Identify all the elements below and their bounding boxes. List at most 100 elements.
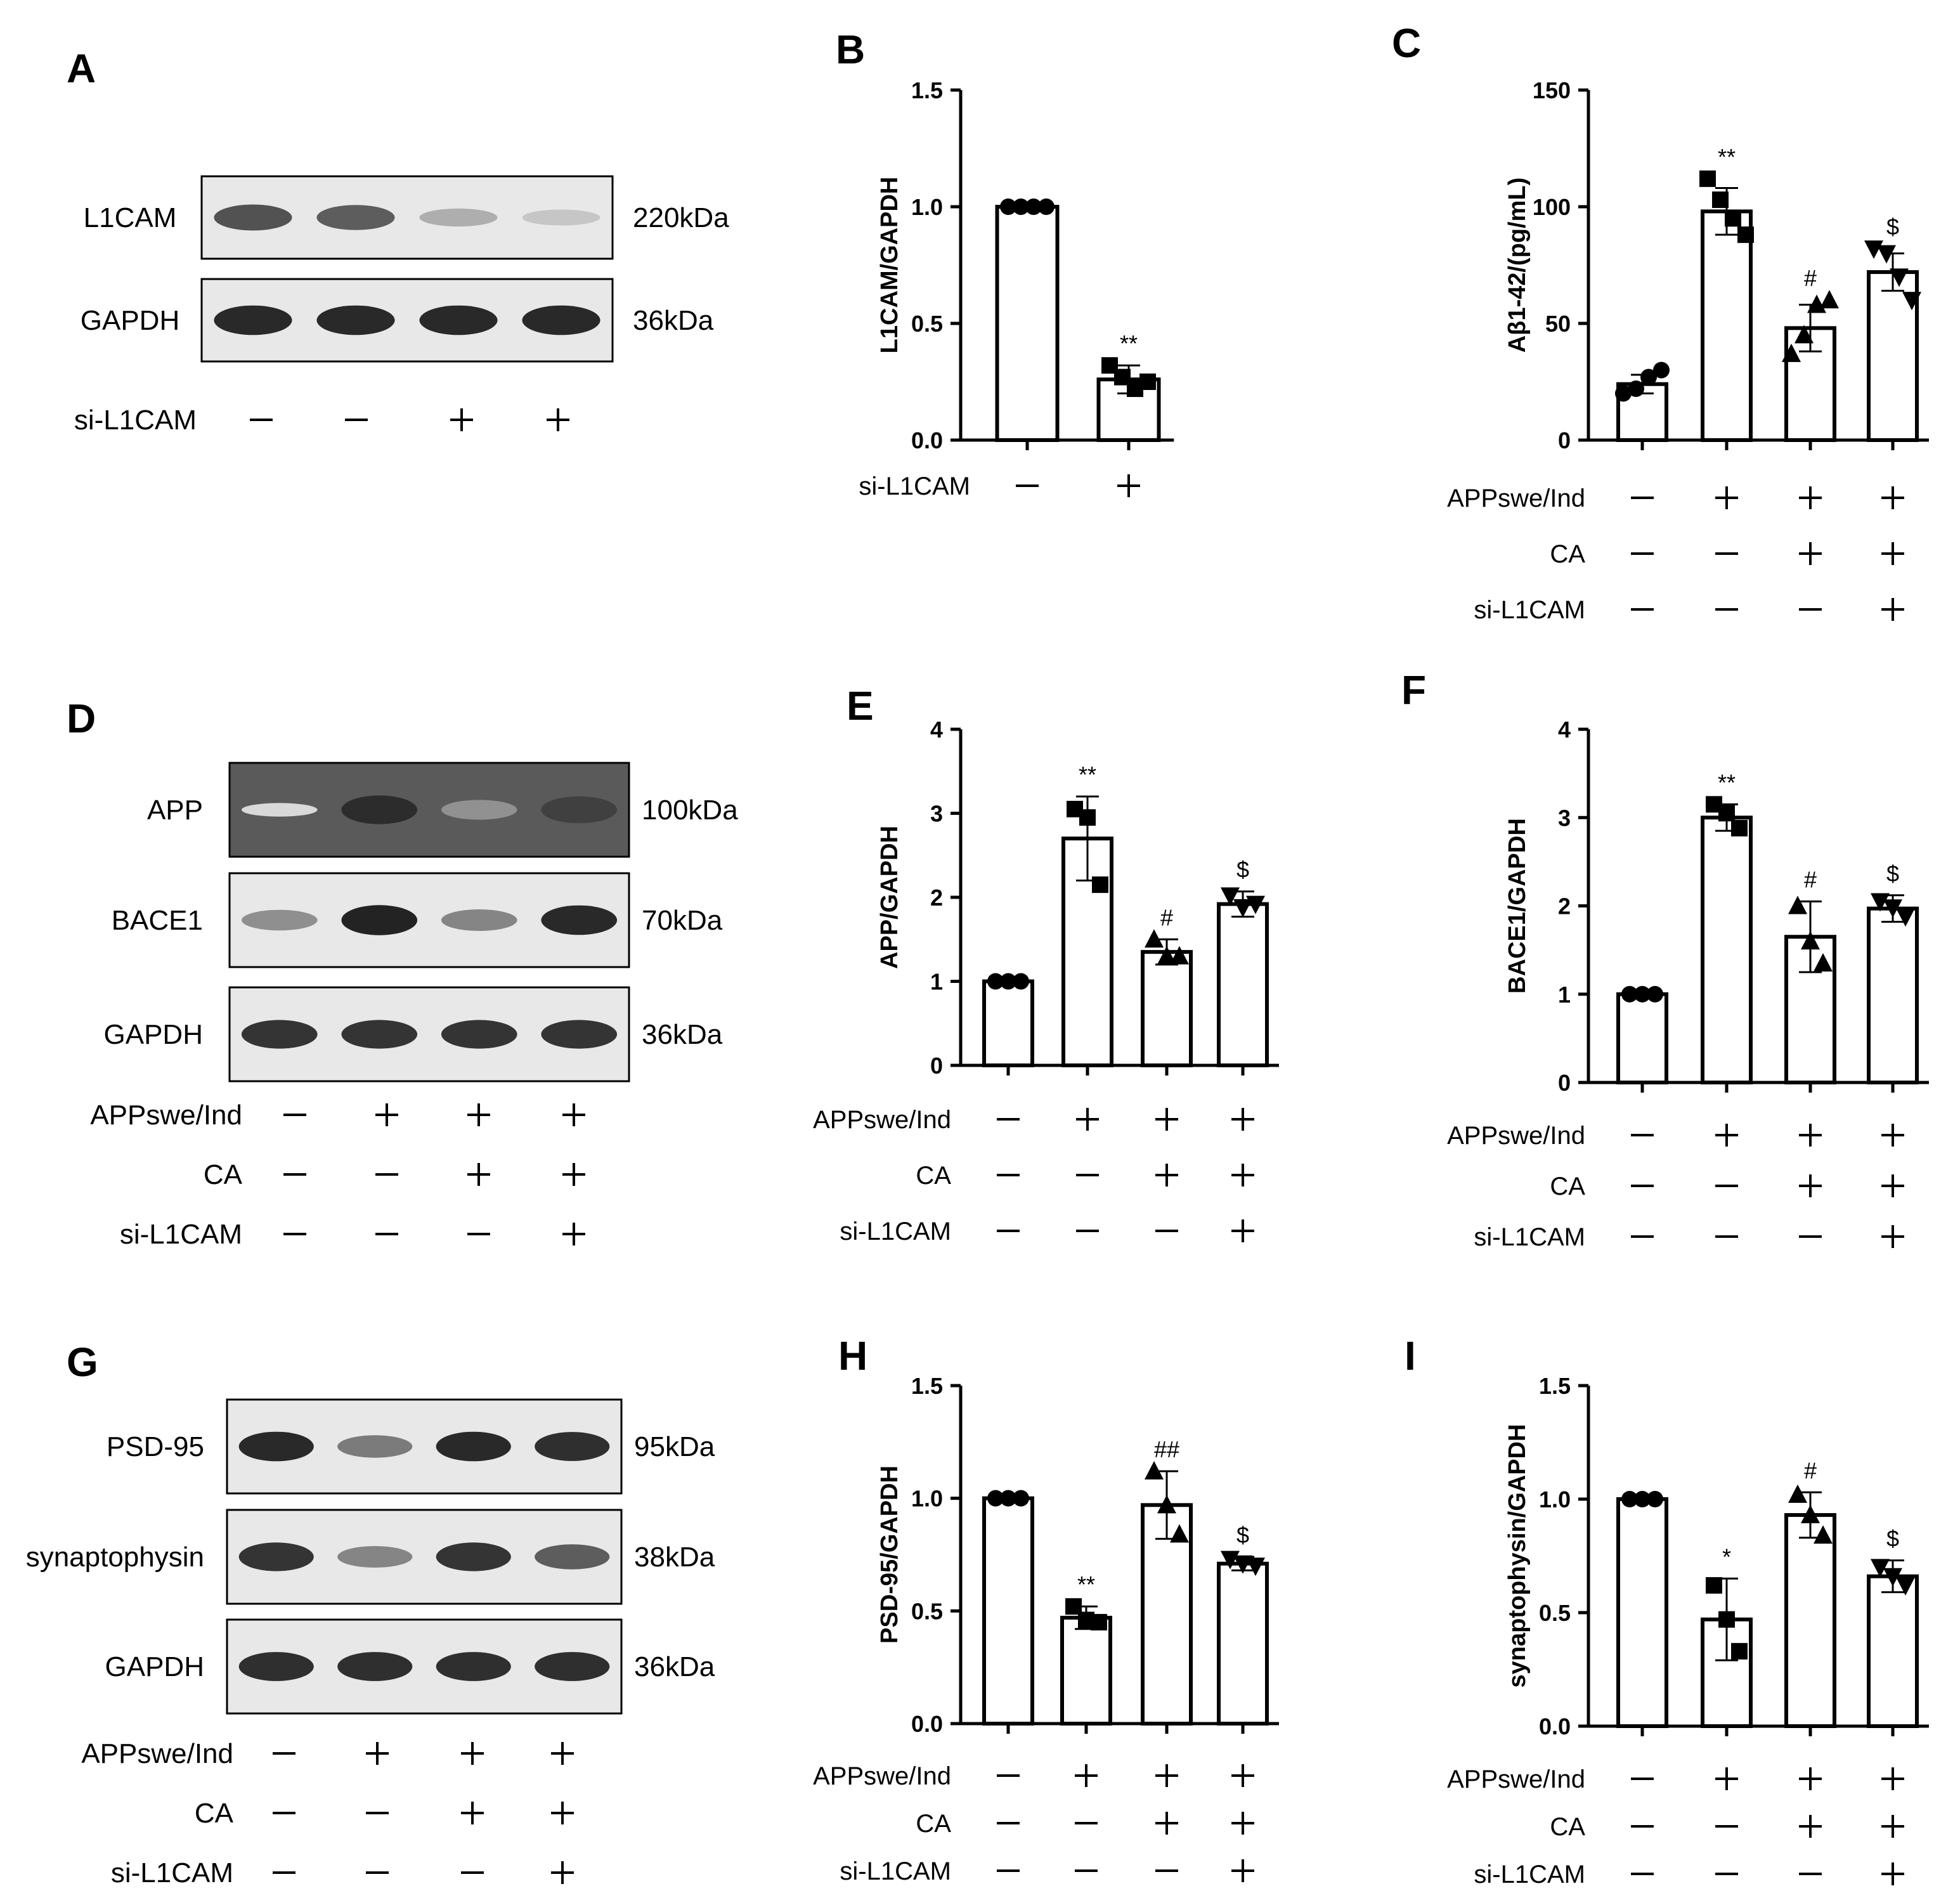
condition-sign	[1231, 1859, 1254, 1882]
data-point	[1145, 1461, 1164, 1480]
data-point	[1896, 1577, 1915, 1596]
y-tick-label: 1.5	[911, 77, 943, 103]
condition-label: APPswe/Ind	[1447, 1765, 1585, 1793]
chart-panel-F: F 0 1 2 3 4 BACE1/GAPDH ** # $ APPswe/Ind CA si-L1CA…	[1401, 667, 1929, 1251]
data-point	[1864, 240, 1883, 259]
blot-kda-label: 95kDa	[634, 1431, 715, 1462]
data-point	[1647, 985, 1663, 1003]
condition-sign	[547, 408, 569, 431]
condition-sign	[1881, 1174, 1904, 1197]
blot-row-label: synaptophysin	[26, 1542, 204, 1573]
condition-label: CA	[204, 1159, 243, 1190]
data-point	[1788, 895, 1807, 914]
y-tick-label: 1.0	[911, 1486, 943, 1512]
bar	[1867, 906, 1919, 1084]
blot-kda-label: 36kDa	[633, 305, 714, 336]
data-point	[1731, 819, 1748, 836]
condition-label: CA	[916, 1162, 951, 1190]
y-axis-label: APP/GAPDH	[876, 826, 903, 969]
condition-label: APPswe/Ind	[81, 1738, 233, 1769]
data-point	[1706, 1577, 1722, 1594]
y-tick-label: 1	[1558, 982, 1571, 1008]
data-point	[1615, 385, 1632, 402]
blot-kda-label: 36kDa	[634, 1651, 715, 1682]
blot-band	[341, 795, 418, 824]
blot-band	[436, 1431, 511, 1462]
blot-kda-label: 220kDa	[633, 202, 729, 233]
blot-row-label: GAPDH	[105, 1651, 204, 1682]
condition-sign	[1155, 1164, 1178, 1186]
condition-sign	[562, 1223, 585, 1245]
condition-label: CA	[1550, 1813, 1585, 1841]
data-point	[1157, 946, 1176, 965]
significance-label: #	[1804, 265, 1817, 291]
condition-sign	[1881, 1767, 1904, 1790]
data-point	[1634, 1491, 1651, 1507]
condition-sign	[1881, 1225, 1904, 1248]
condition-sign	[1881, 486, 1904, 509]
bar	[995, 205, 1060, 442]
condition-sign	[562, 1163, 585, 1186]
significance-label: #	[1804, 1457, 1817, 1483]
bar	[982, 1496, 1034, 1726]
blot-band	[441, 800, 517, 820]
panel-letter-A: A	[67, 46, 96, 91]
y-tick-label: 50	[1545, 311, 1571, 337]
blot-band	[436, 1542, 511, 1571]
condition-sign	[1799, 1767, 1822, 1790]
blot-band	[535, 1544, 610, 1570]
condition-sign	[1155, 1764, 1178, 1787]
condition-label: APPswe/Ind	[813, 1106, 951, 1134]
panel-letter-B: B	[836, 27, 865, 72]
blot-band	[522, 209, 600, 226]
significance-label: **	[1718, 144, 1736, 170]
data-point	[1890, 268, 1909, 287]
chart-panel-E: E 0 1 2 3 4 APP/GAPDH ** # $ APPswe/Ind CA si-L1CAM	[813, 683, 1279, 1245]
data-point	[1013, 973, 1029, 990]
data-point	[1221, 887, 1240, 906]
bar	[1784, 1513, 1836, 1729]
data-point	[1025, 198, 1042, 215]
condition-sign	[1881, 598, 1904, 621]
blot-band	[419, 208, 498, 227]
condition-sign	[1231, 1219, 1254, 1242]
condition-sign	[551, 1742, 574, 1765]
data-point	[1801, 931, 1820, 950]
data-point	[1621, 1491, 1638, 1507]
y-tick-label: 0.5	[1539, 1600, 1571, 1626]
blot-band	[541, 1020, 618, 1049]
data-point	[1653, 361, 1670, 379]
significance-label: $	[1886, 214, 1899, 240]
bar	[1616, 1497, 1668, 1728]
chart-panel-C: C 0 50 100 150 Aβ1-42/(pg/mL) ** # $ APPswe/Ind CA…	[1392, 20, 1929, 624]
y-tick-label: 1	[930, 969, 943, 995]
y-tick-label: 0.0	[911, 1711, 943, 1737]
blot-band	[241, 909, 318, 931]
data-point	[1871, 893, 1890, 912]
condition-sign	[461, 1802, 484, 1824]
blot-band	[441, 1020, 517, 1049]
y-axis-label: PSD-95/GAPDH	[876, 1466, 903, 1644]
significance-label: **	[1077, 1571, 1095, 1597]
condition-sign	[1799, 1174, 1822, 1197]
data-point	[1801, 1505, 1820, 1524]
data-point	[1157, 1495, 1176, 1514]
bar	[1701, 816, 1753, 1084]
blot-band	[316, 205, 395, 230]
data-point	[1013, 198, 1029, 215]
data-point	[1647, 1491, 1663, 1507]
data-point	[1000, 1490, 1016, 1507]
blot-row-label: APP	[147, 795, 203, 826]
blot-band	[316, 305, 395, 335]
data-point	[1170, 1524, 1189, 1543]
y-axis-label: synaptophysin/GAPDH	[1504, 1424, 1531, 1688]
y-tick-label: 1.5	[1539, 1373, 1571, 1399]
data-point	[1883, 899, 1902, 918]
blot-row-label: L1CAM	[84, 202, 177, 233]
condition-sign	[1881, 1815, 1904, 1838]
panel-letter-I: I	[1405, 1333, 1416, 1379]
condition-label: si-L1CAM	[120, 1219, 242, 1250]
bar	[1701, 209, 1753, 442]
y-tick-label: 2	[930, 885, 943, 911]
data-point	[1712, 191, 1729, 208]
